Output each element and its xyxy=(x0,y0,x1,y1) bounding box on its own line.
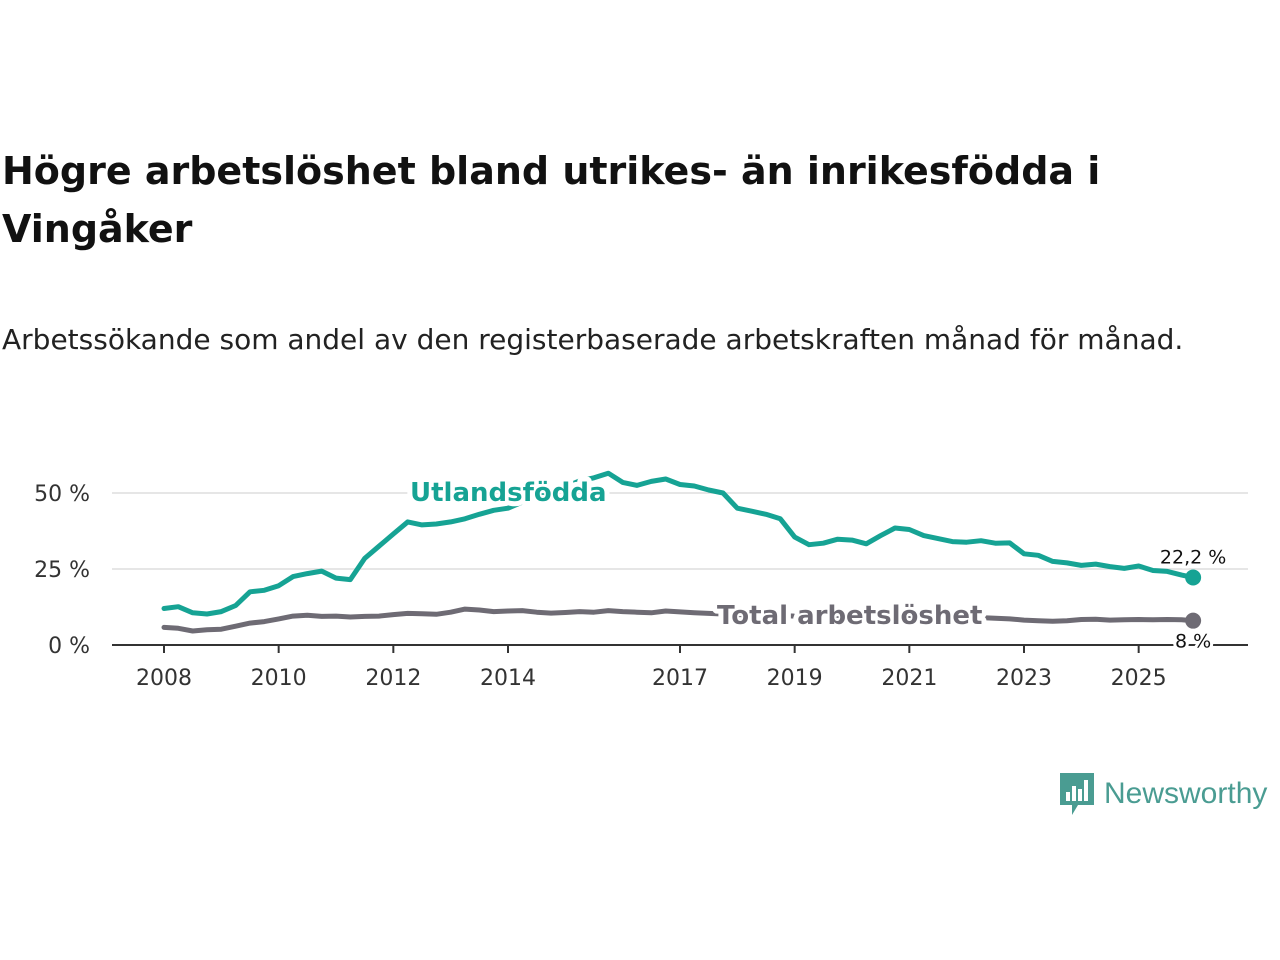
newsworthy-logo-icon xyxy=(1060,773,1094,815)
series-end-point xyxy=(1185,569,1202,586)
series-end-point xyxy=(1185,612,1202,629)
series-label-utlandsfodda: Utlandsfödda xyxy=(410,478,607,508)
newsworthy-logo-text: Newsworthy xyxy=(1104,777,1268,810)
y-tick-label: 25 % xyxy=(34,558,90,583)
x-tick-label: 2021 xyxy=(881,666,937,691)
y-tick-label: 0 % xyxy=(48,634,90,659)
x-tick-label: 2010 xyxy=(251,666,307,691)
x-tick-label: 2017 xyxy=(652,666,708,691)
x-tick-label: 2023 xyxy=(996,666,1052,691)
x-tick-label: 2025 xyxy=(1111,666,1167,691)
gridlines xyxy=(112,492,1248,570)
series-line-utlandsfodda xyxy=(161,470,1196,617)
x-tick-label: 2019 xyxy=(767,666,823,691)
newsworthy-logo: Newsworthy xyxy=(1058,770,1267,818)
x-tick-label: 2008 xyxy=(136,666,192,691)
x-tick-label: 2014 xyxy=(480,666,536,691)
chart-subtitle: Arbetssökande som andel av den registerb… xyxy=(2,323,1184,356)
series-line-total xyxy=(161,606,1196,634)
chart-title: Högre arbetslöshet bland utrikes- än inr… xyxy=(2,149,1101,251)
end-label-total: 8 % xyxy=(1175,631,1211,653)
x-axis xyxy=(112,644,1248,653)
line-chart: 0 % 25 % 50 % 2008 2010 2012 2014 2017 2019 2021 2… xyxy=(34,470,1248,691)
series-label-total: Total arbetslöshet xyxy=(717,601,982,631)
labels: 0 % 25 % 50 % 2008 2010 2012 2014 2017 2019 2021 2… xyxy=(34,473,1229,691)
end-label-utlandsfodda: 22,2 % xyxy=(1160,547,1226,569)
x-tick-label: 2012 xyxy=(365,666,421,691)
y-tick-label: 50 % xyxy=(34,482,90,507)
series-lines xyxy=(161,470,1202,634)
